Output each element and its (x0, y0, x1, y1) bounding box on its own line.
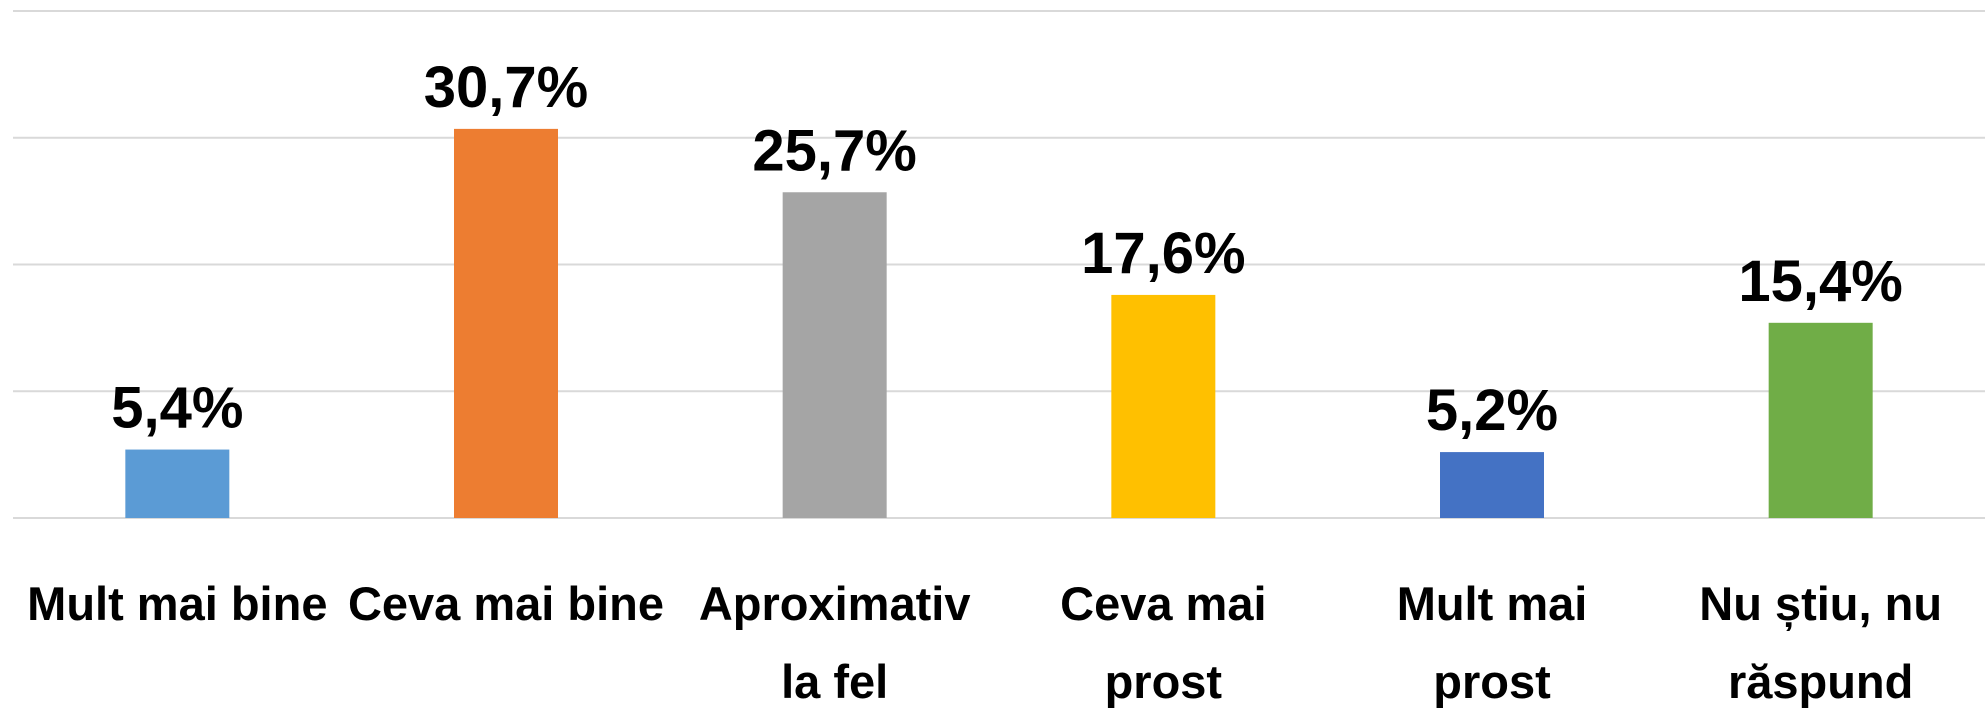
x-tick-label: Ceva mai bine (347, 577, 665, 630)
x-tick-label: Aproximativ la fel (698, 577, 971, 708)
x-tick-label: Ceva mai prost (1060, 577, 1267, 708)
x-tick-label: Mult mai bine (27, 577, 328, 630)
bar (1768, 322, 1873, 518)
bar (1111, 294, 1216, 518)
value-label: 30,7% (424, 55, 588, 120)
value-label: 25,7% (752, 118, 916, 183)
value-label: 5,2% (1426, 378, 1558, 443)
value-label: 15,4% (1738, 249, 1902, 314)
value-label: 17,6% (1081, 221, 1245, 286)
bar (454, 128, 558, 518)
x-tick-label: Nu știu, nu răspund (1699, 577, 1943, 708)
bar (1440, 452, 1544, 518)
x-tick-label: Mult mai prost (1396, 577, 1588, 708)
bar (782, 192, 887, 518)
bar (125, 449, 230, 518)
value-label: 5,4% (111, 376, 243, 441)
